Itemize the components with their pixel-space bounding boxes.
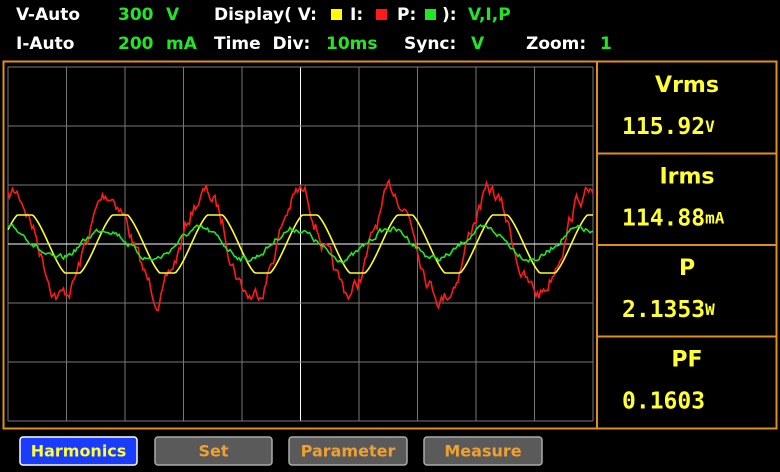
sync-value: V: [471, 34, 485, 54]
display-close: ):: [442, 5, 457, 25]
time-div-label: Time Div:: [214, 34, 310, 54]
soft-key-label[interactable]: Set: [198, 442, 228, 461]
soft-key[interactable]: [19, 436, 138, 466]
waveforms: [7, 178, 594, 312]
i-range-unit: mA: [166, 34, 198, 54]
p-color-swatch: [425, 9, 436, 20]
i-range-label: I-Auto: [16, 34, 74, 54]
value: 114.88: [622, 205, 705, 231]
current-wave: [7, 178, 594, 312]
i-color-swatch: [376, 9, 387, 20]
soft-key[interactable]: [288, 436, 408, 466]
v-range-label: V-Auto: [16, 5, 80, 25]
zoom-label: Zoom:: [526, 34, 586, 54]
measure-name: Irms: [659, 165, 714, 190]
sync-label: Sync:: [404, 34, 456, 54]
value: 0.1603: [622, 388, 705, 414]
unit: V: [705, 117, 715, 136]
measure-name: PF: [671, 348, 702, 373]
unit: mA: [705, 208, 725, 227]
value: 2.1353: [622, 297, 705, 323]
voltage-wave: [7, 214, 593, 274]
measure-name: P: [679, 256, 695, 281]
measure-value: 2.1353W: [622, 297, 715, 323]
v-range-unit: V: [166, 5, 180, 25]
display-value: V,I,P: [468, 5, 511, 25]
soft-key[interactable]: [423, 436, 543, 466]
measure-value: 115.92V: [622, 114, 715, 140]
soft-key-label[interactable]: Harmonics: [31, 442, 127, 461]
power-wave: [7, 223, 594, 265]
soft-key-label[interactable]: Measure: [444, 442, 521, 461]
measure-value: 0.1603: [622, 388, 705, 414]
measure-name: Vrms: [655, 73, 719, 98]
time-div-value: 10ms: [326, 34, 378, 54]
measure-value: 114.88mA: [622, 205, 725, 231]
soft-key-label[interactable]: Parameter: [301, 442, 396, 461]
value: 115.92: [622, 114, 705, 140]
measurement-panel: Vrms 115.92V Irms 114.88mA P 2.1353W PF 0.1603: [597, 73, 777, 414]
zoom-value: 1: [600, 34, 612, 54]
scope-grid: [7, 66, 594, 422]
v-color-swatch: [331, 9, 342, 20]
v-range-value: 300: [118, 5, 154, 25]
unit: W: [705, 300, 715, 319]
i-range-value: 200: [118, 34, 154, 54]
display-p-label: P:: [397, 5, 416, 25]
soft-keys: Harmonics Set Parameter Measure: [19, 436, 543, 466]
soft-key[interactable]: [154, 436, 273, 466]
display-label: Display( V:: [214, 5, 317, 25]
display-i-label: I:: [350, 5, 363, 25]
